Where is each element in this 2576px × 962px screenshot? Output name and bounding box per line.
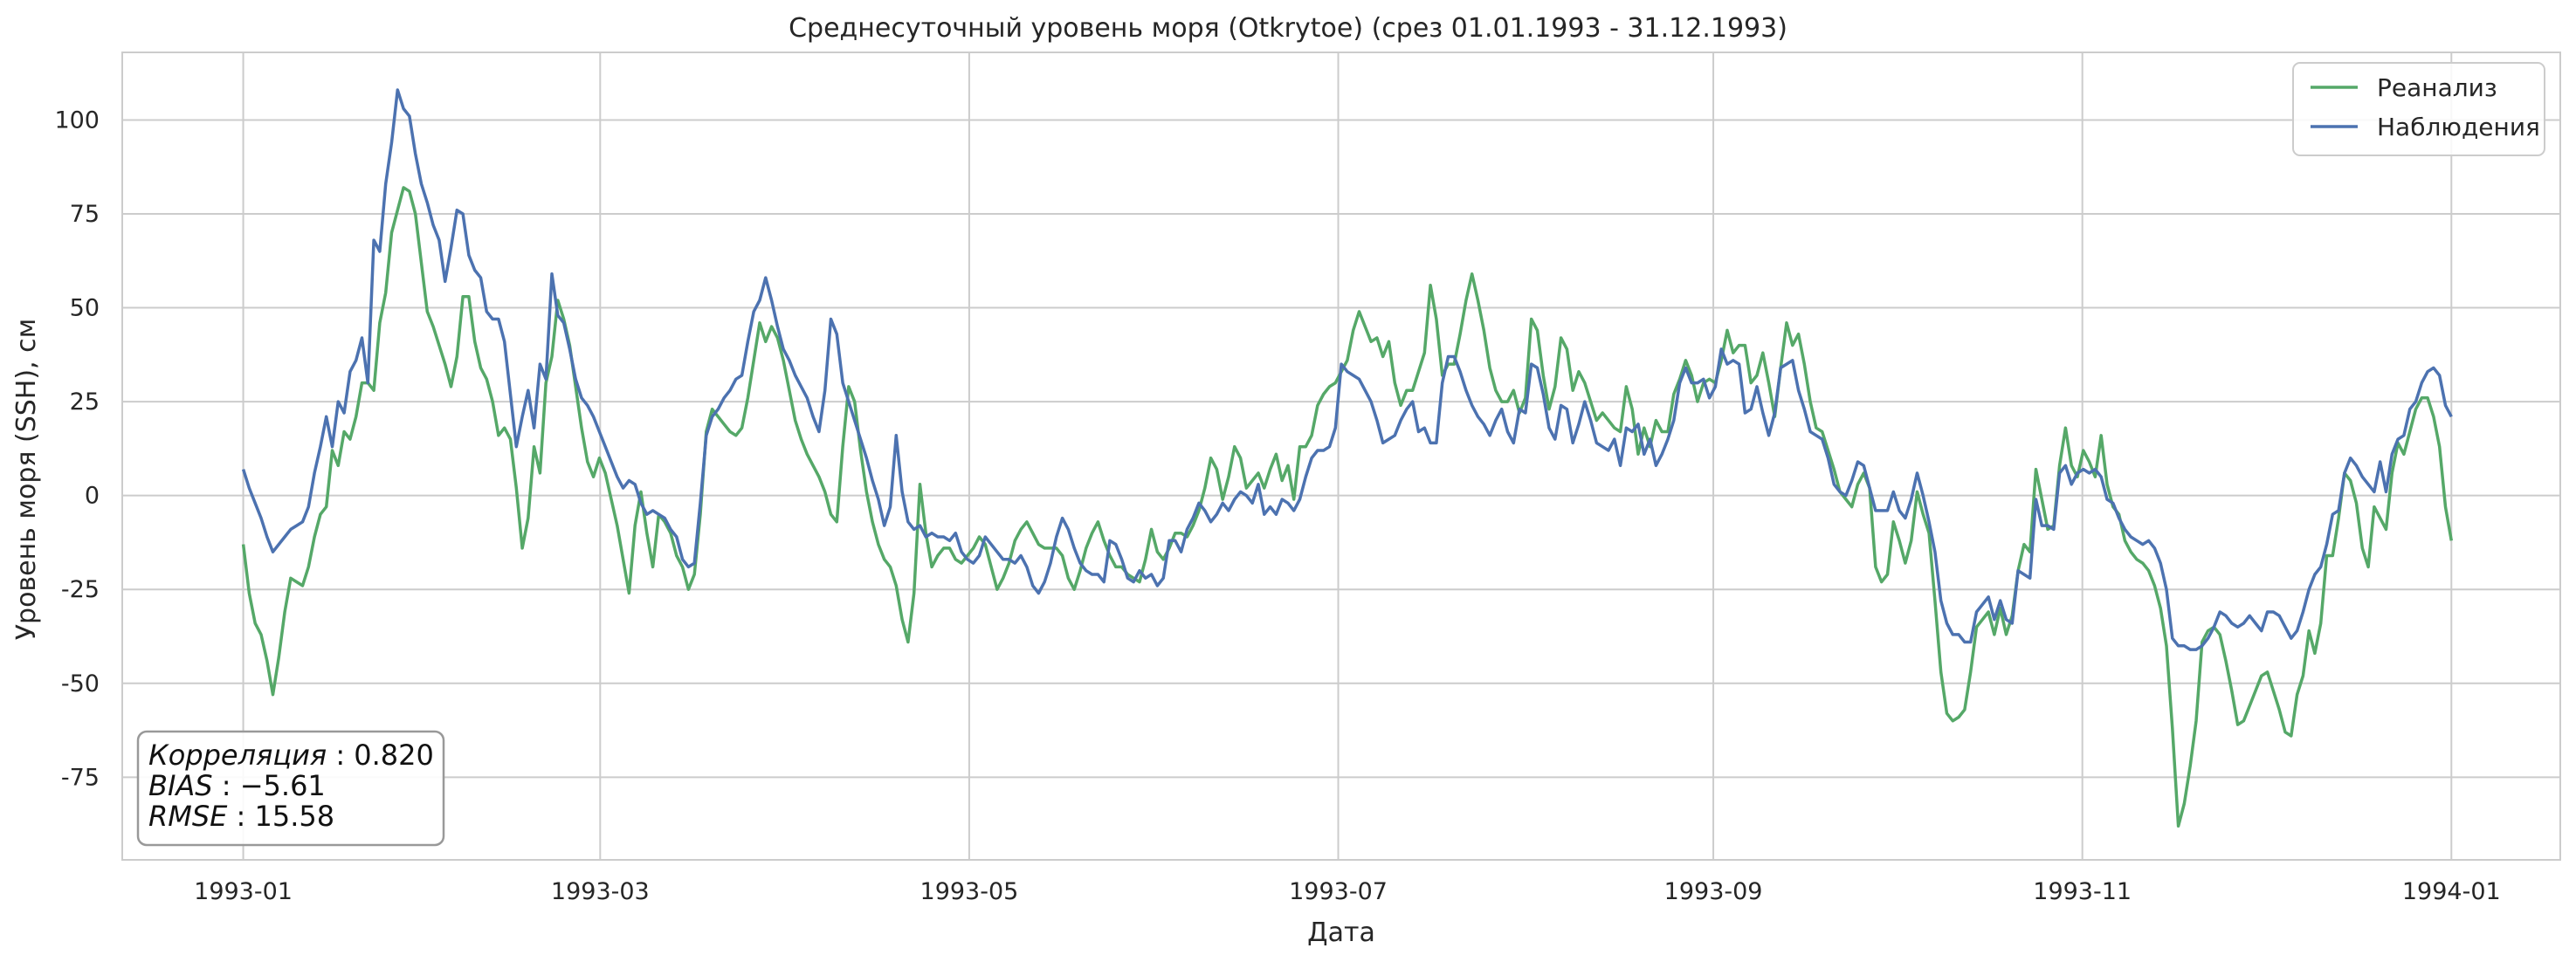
x-axis-title: Дата bbox=[1307, 917, 1375, 948]
legend: Реанализ Наблюдения bbox=[2292, 62, 2545, 156]
x-tick-label: 1993-09 bbox=[1664, 878, 1763, 905]
stat-bias-label: BIAS bbox=[148, 769, 213, 802]
stat-sep: : bbox=[213, 769, 240, 802]
stat-rmse: RMSE : 15.58 bbox=[148, 800, 334, 833]
stat-rmse-value: 15.58 bbox=[255, 800, 335, 833]
stat-sep: : bbox=[227, 800, 254, 833]
x-tick-label: 1993-01 bbox=[194, 878, 293, 905]
y-tick-label: -25 bbox=[61, 576, 100, 603]
x-axis-ticks: 1993-01 1993-03 1993-05 1993-07 1993-09 1993-… bbox=[194, 878, 2501, 905]
x-tick-label: 1993-07 bbox=[1289, 878, 1388, 905]
series-line-observations bbox=[241, 88, 2453, 651]
stat-sep: : bbox=[327, 739, 354, 772]
y-tick-label: -75 bbox=[61, 764, 100, 791]
stat-correlation-value: 0.820 bbox=[354, 739, 434, 772]
y-axis-ticks: -75 -50 -25 0 25 50 75 100 bbox=[54, 107, 100, 791]
stat-correlation: Корреляция : 0.820 bbox=[148, 739, 434, 772]
y-axis-title: Уровень моря (SSH), см bbox=[11, 319, 42, 641]
x-tick-label: 1993-05 bbox=[920, 878, 1019, 905]
y-tick-label: 50 bbox=[70, 295, 100, 322]
stat-bias: BIAS : −5.61 bbox=[148, 769, 326, 802]
plot-area-frame bbox=[121, 52, 2561, 861]
stats-box: Корреляция : 0.820 BIAS : −5.61 RMSE : 1… bbox=[136, 730, 445, 847]
stat-rmse-label: RMSE bbox=[148, 800, 228, 833]
chart-title: Среднесуточный уровень моря (Otkrytoe) (… bbox=[789, 13, 1787, 44]
stats-box-frame bbox=[136, 730, 445, 847]
grid bbox=[122, 52, 2560, 860]
stat-correlation-label: Корреляция bbox=[148, 739, 327, 772]
stat-bias-value: −5.61 bbox=[240, 769, 326, 802]
series-line-reanalysis bbox=[241, 186, 2454, 828]
legend-label-observations: Наблюдения bbox=[2377, 113, 2540, 141]
legend-label-reanalysis: Реанализ bbox=[2377, 73, 2497, 102]
x-tick-label: 1993-03 bbox=[551, 878, 650, 905]
y-tick-label: 25 bbox=[70, 388, 100, 416]
y-tick-label: -50 bbox=[61, 670, 100, 697]
y-tick-label: 0 bbox=[85, 483, 100, 510]
x-tick-label: 1993-11 bbox=[2033, 878, 2132, 905]
x-tick-label: 1994-01 bbox=[2402, 878, 2501, 905]
series-layer bbox=[241, 88, 2454, 828]
y-tick-label: 75 bbox=[70, 201, 100, 228]
y-tick-label: 100 bbox=[54, 107, 100, 134]
